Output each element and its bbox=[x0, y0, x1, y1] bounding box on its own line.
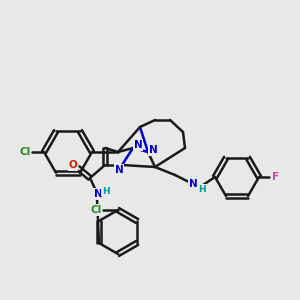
Text: N: N bbox=[115, 165, 123, 175]
Text: N: N bbox=[134, 140, 142, 150]
Text: F: F bbox=[272, 172, 280, 182]
Text: N: N bbox=[148, 145, 158, 155]
Text: O: O bbox=[69, 160, 77, 170]
Text: Cl: Cl bbox=[20, 147, 31, 157]
Text: N: N bbox=[189, 179, 197, 189]
Text: H: H bbox=[102, 187, 110, 196]
Text: N: N bbox=[94, 189, 102, 199]
Text: H: H bbox=[198, 184, 206, 194]
Text: Cl: Cl bbox=[90, 205, 102, 215]
